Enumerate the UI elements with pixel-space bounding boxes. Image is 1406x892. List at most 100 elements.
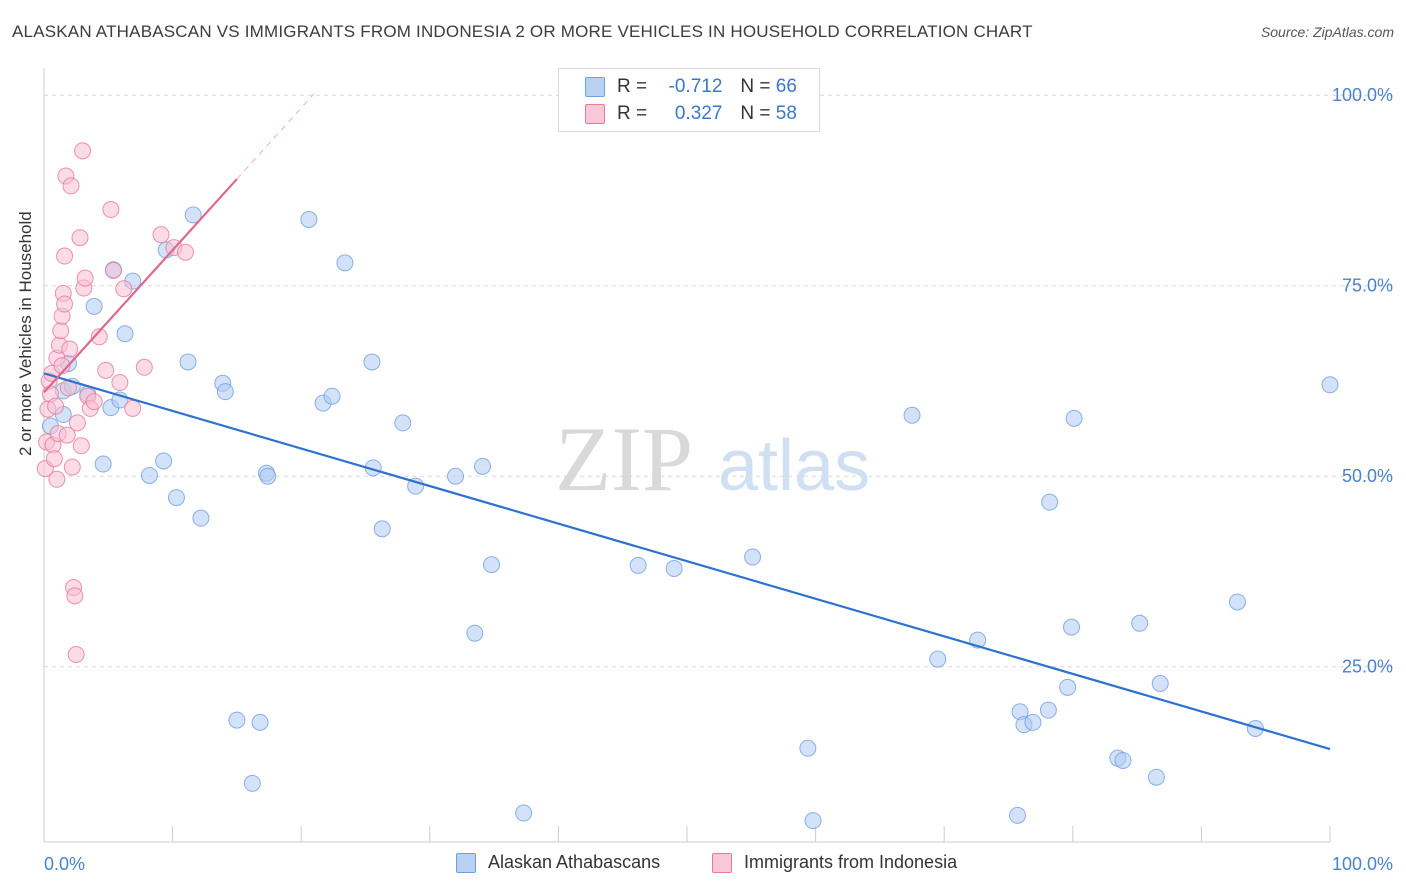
point-athabascan — [1114, 751, 1132, 769]
point-indonesia — [56, 295, 74, 313]
stats-n-label: N = — [740, 103, 771, 124]
axes — [43, 68, 1331, 843]
point-athabascan — [140, 466, 158, 484]
y-tick-label: 25.0% — [1342, 657, 1393, 677]
point-athabascan — [466, 624, 484, 642]
point-indonesia — [62, 177, 80, 195]
stats-n-label: N = — [740, 76, 771, 97]
trend-line-indonesia-extension — [236, 93, 315, 180]
point-athabascan — [116, 325, 134, 343]
stats-r-label: R = — [617, 103, 648, 124]
watermark: ZIP atlas — [555, 408, 870, 510]
point-athabascan — [228, 711, 246, 729]
x-tick-label: 100.0% — [1332, 854, 1393, 874]
point-athabascan — [447, 467, 465, 485]
point-athabascan — [903, 406, 921, 424]
y-axis-label: 2 or more Vehicles in Household — [16, 211, 35, 456]
stats-n-value: 66 — [775, 76, 797, 97]
point-athabascan — [259, 467, 277, 485]
point-athabascan — [629, 556, 647, 574]
point-indonesia — [47, 397, 65, 415]
point-athabascan — [744, 548, 762, 566]
point-indonesia — [48, 470, 66, 488]
stats-r-label: R = — [617, 76, 648, 97]
point-athabascan — [192, 509, 210, 527]
point-indonesia — [85, 393, 103, 411]
y-tick-label: 50.0% — [1342, 466, 1393, 486]
point-athabascan — [394, 414, 412, 432]
point-indonesia — [176, 243, 194, 261]
trend-line-athabascan — [43, 372, 1331, 751]
point-indonesia — [152, 226, 170, 244]
stats-swatch-blue — [585, 77, 605, 97]
point-athabascan — [1063, 618, 1081, 636]
point-athabascan — [323, 387, 341, 405]
point-athabascan — [1009, 806, 1027, 824]
point-indonesia — [58, 426, 76, 444]
source-label: Source: ZipAtlas.com — [1260, 24, 1394, 40]
point-indonesia — [102, 201, 120, 219]
point-athabascan — [474, 457, 492, 475]
point-athabascan — [1024, 713, 1042, 731]
point-indonesia — [63, 458, 81, 476]
legend-label: Alaskan Athabascans — [488, 852, 661, 872]
point-indonesia — [115, 280, 133, 298]
stats-row-athabascan: R = -0.712 N = 66 — [585, 75, 797, 99]
point-indonesia — [72, 437, 90, 455]
point-indonesia — [68, 414, 86, 432]
legend: Alaskan Athabascans Immigrants from Indo… — [0, 852, 1406, 876]
watermark-zip: ZIP — [555, 408, 693, 510]
point-indonesia — [45, 450, 63, 468]
point-athabascan — [799, 739, 817, 757]
grid-lines — [44, 94, 1392, 668]
point-athabascan — [1065, 409, 1083, 427]
legend-swatch-pink — [712, 852, 732, 873]
trend-lines — [43, 93, 1331, 751]
tick-labels: 100.0% 75.0% 50.0% 25.0% 0.0% 100.0% — [44, 85, 1393, 874]
point-athabascan — [483, 556, 501, 574]
point-indonesia — [135, 358, 153, 376]
point-athabascan — [216, 383, 234, 401]
point-athabascan — [1151, 675, 1169, 693]
stats-box: R = -0.712 N = 66 R = 0.327 N = 58 — [558, 68, 820, 132]
point-indonesia — [71, 229, 89, 247]
legend-label: Immigrants from Indonesia — [744, 852, 958, 872]
legend-item-athabascan[interactable]: Alaskan Athabascans — [456, 852, 660, 873]
data-points — [36, 142, 1339, 830]
point-athabascan — [804, 812, 822, 830]
point-athabascan — [929, 650, 947, 668]
legend-swatch-blue — [456, 852, 476, 873]
stats-swatch-pink — [585, 104, 605, 124]
point-athabascan — [363, 353, 381, 371]
point-indonesia — [52, 322, 70, 340]
point-athabascan — [515, 804, 533, 822]
y-tick-label: 75.0% — [1342, 276, 1393, 296]
point-athabascan — [243, 774, 261, 792]
point-athabascan — [1147, 768, 1165, 786]
point-athabascan — [1228, 593, 1246, 611]
point-indonesia — [56, 247, 74, 265]
point-athabascan — [167, 489, 185, 507]
stats-r-value: 0.327 — [674, 103, 723, 124]
stats-r-value: -0.712 — [668, 76, 723, 97]
point-athabascan — [85, 297, 103, 315]
point-athabascan — [1039, 701, 1057, 719]
point-indonesia — [74, 142, 92, 160]
point-athabascan — [1059, 678, 1077, 696]
stats-n-value: 58 — [775, 103, 797, 124]
point-athabascan — [1041, 493, 1059, 511]
point-indonesia — [76, 269, 94, 287]
point-athabascan — [184, 206, 202, 224]
point-indonesia — [97, 361, 115, 379]
legend-item-indonesia[interactable]: Immigrants from Indonesia — [712, 852, 957, 873]
point-athabascan — [179, 353, 197, 371]
point-indonesia — [111, 374, 129, 392]
stats-row-indonesia: R = 0.327 N = 58 — [585, 102, 797, 126]
point-athabascan — [94, 455, 112, 473]
watermark-atlas: atlas — [718, 426, 870, 506]
x-tick-label: 0.0% — [44, 854, 85, 874]
chart-title: ALASKAN ATHABASCAN VS IMMIGRANTS FROM IN… — [12, 22, 1033, 41]
point-athabascan — [155, 452, 173, 470]
point-athabascan — [1131, 614, 1149, 632]
